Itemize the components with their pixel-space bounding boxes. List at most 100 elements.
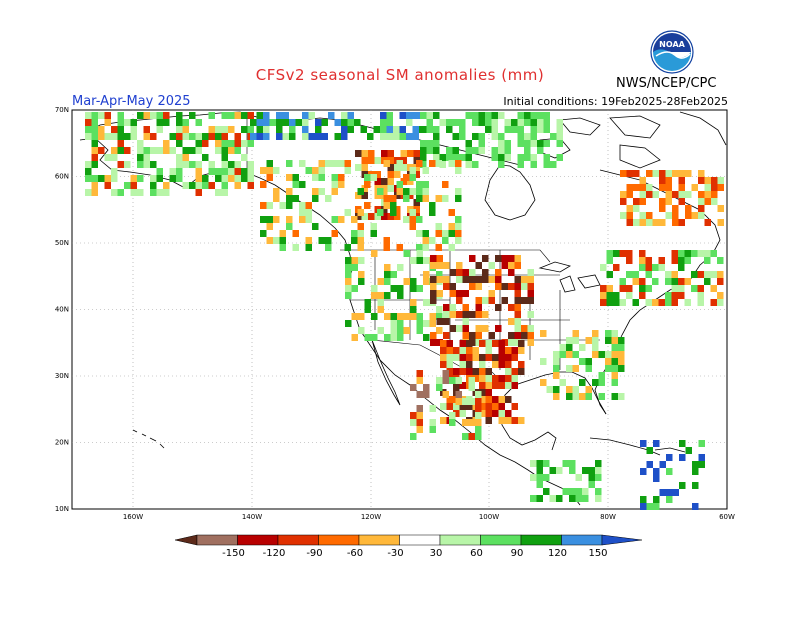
- anomaly-cell: [585, 393, 592, 400]
- anomaly-cell: [717, 177, 724, 184]
- anomaly-cell: [429, 209, 436, 216]
- anomaly-cell: [498, 140, 505, 147]
- anomaly-cell: [518, 368, 525, 375]
- anomaly-cell: [572, 393, 579, 400]
- anomaly-cell: [423, 384, 430, 391]
- colorbar-swatch: [561, 534, 603, 546]
- anomaly-cell: [371, 334, 378, 341]
- anomaly-cell: [646, 219, 653, 226]
- anomaly-cell: [374, 192, 381, 199]
- anomaly-cell: [459, 403, 466, 410]
- anomaly-cell: [429, 160, 436, 167]
- lon-tick-label: 60W: [719, 513, 735, 521]
- anomaly-cell: [598, 372, 605, 379]
- anomaly-cell: [98, 126, 105, 133]
- anomaly-cell: [221, 126, 228, 133]
- anomaly-cell: [479, 403, 486, 410]
- anomaly-cell: [475, 426, 482, 433]
- anomaly-cell: [442, 377, 449, 384]
- anomaly-cell: [390, 334, 397, 341]
- anomaly-cell: [433, 133, 440, 140]
- anomaly-cell: [466, 368, 473, 375]
- anomaly-cell: [626, 219, 633, 226]
- anomaly-cell: [704, 177, 711, 184]
- anomaly-cell: [397, 313, 404, 320]
- anomaly-cell: [150, 161, 157, 168]
- anomaly-cell: [374, 213, 381, 220]
- anomaly-cell: [423, 299, 430, 306]
- anomaly-cell: [130, 175, 137, 182]
- anomaly-cell: [137, 161, 144, 168]
- anomaly-cell: [176, 154, 183, 161]
- anomaly-cell: [665, 170, 672, 177]
- anomaly-cell: [308, 133, 315, 140]
- anomaly-cell: [305, 244, 312, 251]
- anomaly-cell: [276, 126, 283, 133]
- anomaly-cell: [498, 417, 505, 424]
- anomaly-cell: [666, 454, 673, 461]
- anomaly-cell: [530, 495, 537, 502]
- anomaly-cell: [295, 119, 302, 126]
- anomaly-cell: [368, 150, 375, 157]
- anomaly-cell: [416, 327, 423, 334]
- anomaly-cell: [396, 188, 403, 195]
- colorbar-swatch: [480, 534, 522, 546]
- anomaly-cell: [263, 126, 270, 133]
- anomaly-cell: [543, 460, 550, 467]
- anomaly-cell: [312, 174, 319, 181]
- anomaly-cell: [443, 304, 450, 311]
- anomaly-cell: [475, 325, 482, 332]
- anomaly-cell: [315, 126, 322, 133]
- anomaly-cell: [455, 237, 462, 244]
- anomaly-cell: [475, 304, 482, 311]
- anomaly-cell: [606, 285, 613, 292]
- anomaly-cell: [678, 292, 685, 299]
- anomaly-cell: [256, 112, 263, 119]
- anomaly-cell: [318, 160, 325, 167]
- anomaly-cell: [530, 112, 537, 119]
- anomaly-cell: [403, 174, 410, 181]
- anomaly-cell: [137, 189, 144, 196]
- anomaly-cell: [420, 140, 427, 147]
- anomaly-cell: [422, 188, 429, 195]
- anomaly-cell: [195, 189, 202, 196]
- anomaly-cell: [504, 140, 511, 147]
- anomaly-cell: [430, 262, 437, 269]
- anomaly-cell: [282, 133, 289, 140]
- anomaly-cell: [485, 417, 492, 424]
- anomaly-cell: [605, 365, 612, 372]
- anomaly-cell: [286, 195, 293, 202]
- anomaly-cell: [710, 271, 717, 278]
- anomaly-cell: [517, 126, 524, 133]
- anomaly-cell: [344, 244, 351, 251]
- anomaly-cell: [328, 112, 335, 119]
- anomaly-cell: [585, 386, 592, 393]
- anomaly-cell: [111, 175, 118, 182]
- anomaly-cell: [672, 489, 679, 496]
- anomaly-cell: [505, 396, 512, 403]
- anomaly-cell: [498, 154, 505, 161]
- anomaly-cell: [351, 230, 358, 237]
- anomaly-cell: [505, 410, 512, 417]
- anomaly-cell: [475, 398, 482, 405]
- anomaly-cell: [659, 177, 666, 184]
- anomaly-cell: [504, 119, 511, 126]
- anomaly-cell: [632, 299, 639, 306]
- anomaly-cell: [488, 276, 495, 283]
- anomaly-cell: [370, 230, 377, 237]
- anomaly-cell: [403, 278, 410, 285]
- anomaly-cell: [383, 195, 390, 202]
- anomaly-cell: [221, 140, 228, 147]
- anomaly-cell: [387, 213, 394, 220]
- anomaly-cell: [413, 171, 420, 178]
- anomaly-cell: [150, 189, 157, 196]
- anomaly-cell: [466, 347, 473, 354]
- anomaly-cell: [221, 189, 228, 196]
- anomaly-cell: [556, 467, 563, 474]
- anomaly-cell: [626, 271, 633, 278]
- anomaly-cell: [475, 332, 482, 339]
- anomaly-cell: [416, 216, 423, 223]
- anomaly-cell: [717, 271, 724, 278]
- anomaly-cell: [221, 161, 228, 168]
- anomaly-cell: [482, 325, 489, 332]
